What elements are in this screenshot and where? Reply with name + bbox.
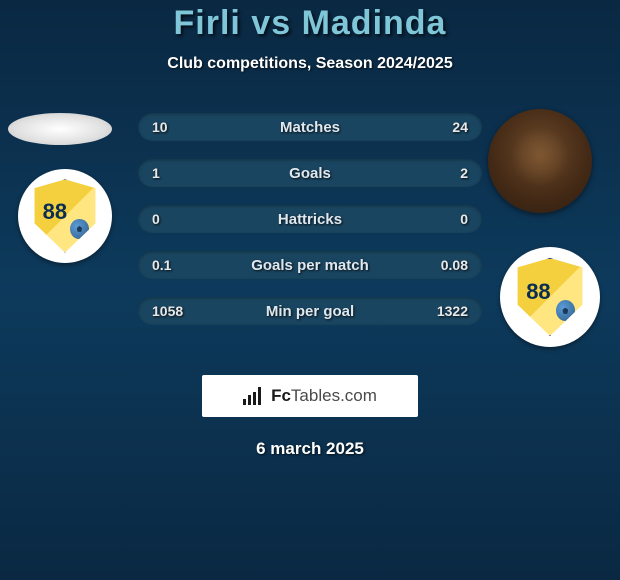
player-left-club-badge: 88	[18, 169, 112, 263]
stat-left-value: 0	[152, 211, 160, 227]
stat-left-value: 1	[152, 165, 160, 181]
stat-left-value: 0.1	[152, 257, 171, 273]
brand-box[interactable]: FcTables.com	[202, 375, 418, 417]
soccer-ball-icon	[70, 219, 88, 239]
stat-rows: 10 Matches 24 1 Goals 2 0 Hattricks 0 0.…	[138, 113, 482, 343]
player-left-avatar	[8, 113, 112, 145]
stat-row: 0 Hattricks 0	[138, 205, 482, 233]
comparison-card: Firli vs Madinda Club competitions, Seas…	[0, 0, 620, 459]
soccer-ball-icon	[556, 300, 576, 321]
badge-number: 88	[43, 199, 67, 225]
club-badge: 88	[500, 247, 600, 347]
badge-number: 88	[526, 279, 550, 305]
club-badge: 88	[18, 169, 112, 263]
stat-label: Min per goal	[138, 303, 482, 320]
fctables-logo: FcTables.com	[243, 386, 377, 406]
stat-row: 0.1 Goals per match 0.08	[138, 251, 482, 279]
stat-left-value: 1058	[152, 303, 183, 319]
stat-label: Goals per match	[138, 257, 482, 274]
stat-right-value: 0.08	[441, 257, 468, 273]
page-subtitle: Club competitions, Season 2024/2025	[0, 55, 620, 73]
stat-row: 1 Goals 2	[138, 159, 482, 187]
stat-right-value: 1322	[437, 303, 468, 319]
player-right-club-badge: 88	[500, 247, 600, 347]
brand-text: FcTables.com	[271, 386, 377, 406]
stat-left-value: 10	[152, 119, 168, 135]
stat-right-value: 2	[460, 165, 468, 181]
bar-chart-icon	[243, 387, 265, 405]
stat-row: 10 Matches 24	[138, 113, 482, 141]
player-right-avatar	[488, 109, 592, 213]
stat-label: Goals	[138, 165, 482, 182]
page-title: Firli vs Madinda	[0, 4, 620, 43]
stat-right-value: 24	[452, 119, 468, 135]
stat-label: Matches	[138, 119, 482, 136]
stat-right-value: 0	[460, 211, 468, 227]
stat-row: 1058 Min per goal 1322	[138, 297, 482, 325]
stat-label: Hattricks	[138, 211, 482, 228]
comparison-date: 6 march 2025	[0, 439, 620, 459]
stats-area: 88 88 10 Matches	[0, 113, 620, 353]
